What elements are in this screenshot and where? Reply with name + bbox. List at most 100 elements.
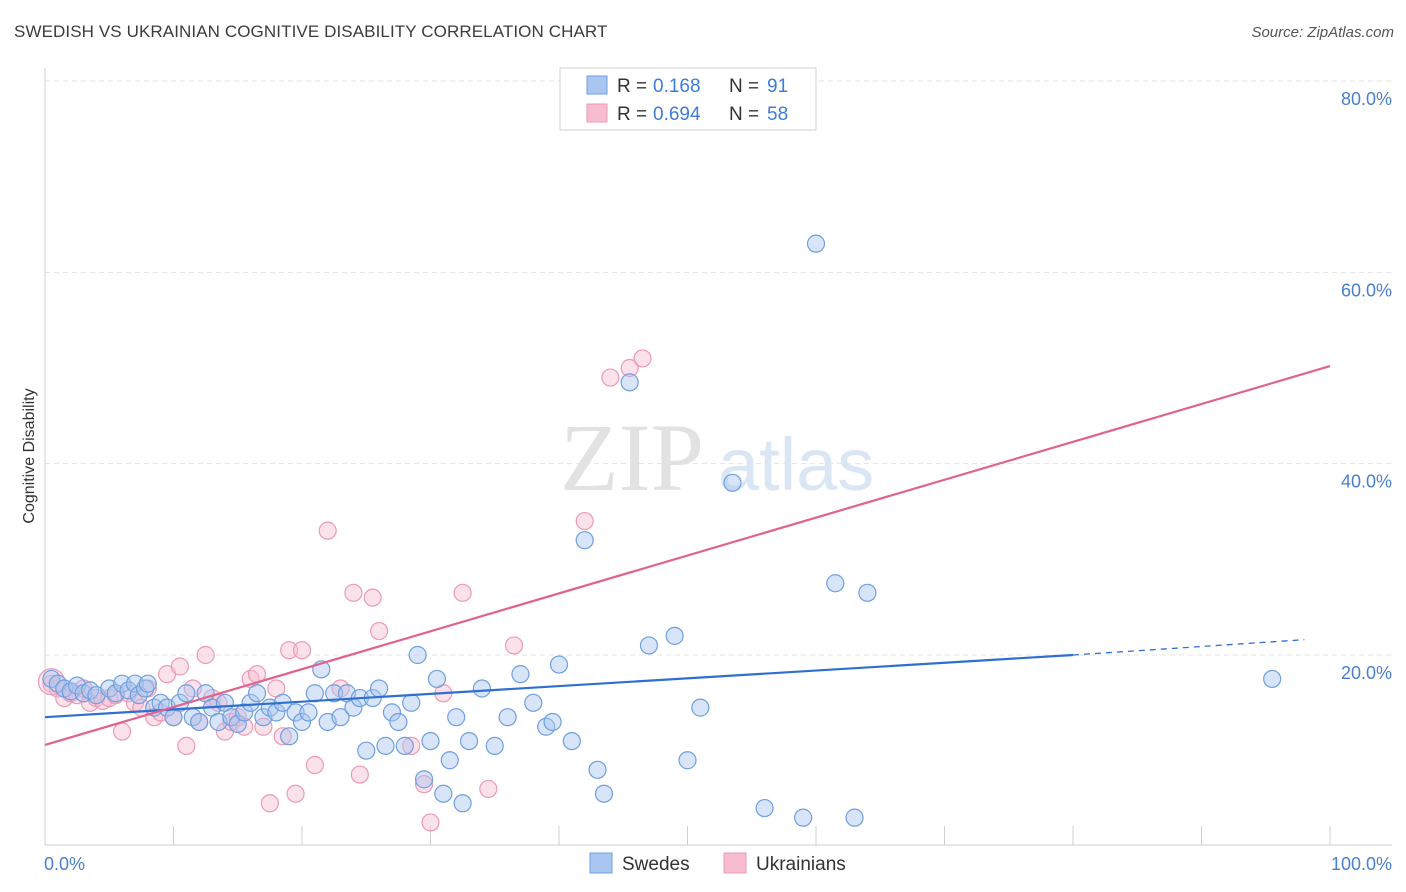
swedes-point (395, 736, 414, 755)
swedes-point (370, 679, 389, 698)
legend-swedes-r-value: 0.168 (653, 76, 701, 97)
bottom-legend-swedes-swatch (589, 852, 613, 874)
swedes-point (125, 674, 145, 693)
swedes-point (331, 708, 350, 727)
y-tick-label: 20.0% (1341, 663, 1392, 683)
ukrainians-point (273, 727, 292, 746)
swedes-point (427, 669, 447, 689)
swedes-point (1263, 669, 1282, 689)
swedes-point (543, 712, 562, 732)
y-tick-label: 80.0% (1341, 89, 1392, 109)
ukrainians-point (254, 717, 273, 736)
swedes-point (414, 770, 434, 789)
grid-lines (45, 80, 1392, 656)
ukrainians-trend-line (44, 365, 1331, 746)
ukrainians-point (196, 645, 215, 665)
swedes-point (639, 636, 659, 655)
ukrainians-point (575, 511, 594, 531)
swedes-point (408, 645, 427, 665)
swedes-point (112, 674, 132, 693)
swedes-point (472, 679, 491, 698)
y-tick-label: 40.0% (1341, 472, 1392, 492)
ukrainians-point (305, 755, 324, 775)
swedes-point (402, 693, 421, 712)
bottom-legend-ukrainians-swatch (723, 852, 747, 874)
ukrainians-point (280, 641, 299, 660)
swedes-point (247, 684, 267, 703)
swedes-point (280, 727, 299, 746)
ukrainians-point (402, 736, 421, 755)
swedes-point (376, 736, 395, 755)
legend-swedes-swatch (586, 75, 608, 95)
swedes-point (292, 712, 312, 732)
bottom-legend-swedes: Swedes (622, 854, 690, 875)
swedes-point (665, 626, 684, 645)
swedes-point (421, 731, 440, 751)
ukrainians-point (350, 765, 369, 784)
ukrainians-point (292, 641, 312, 660)
ukrainians-point (363, 588, 382, 607)
swedes-trend-line (44, 653, 1074, 719)
swedes-point (228, 714, 247, 733)
swedes-point (138, 674, 157, 693)
swedes-point (136, 679, 155, 698)
watermark-atlas: atlas (718, 423, 874, 506)
chart-source: Source: ZipAtlas.com (1251, 24, 1394, 41)
ukrainians-point (170, 657, 190, 676)
swedes-point (299, 703, 318, 722)
swedes-point (549, 655, 569, 674)
swedes-point (498, 708, 517, 727)
trend-lines (44, 365, 1331, 746)
watermark-zip: ZIP (560, 404, 704, 511)
ukrainians-point (286, 784, 305, 803)
x-tick-labels: 0.0% 100.0% (44, 854, 1392, 874)
axes (44, 68, 1392, 846)
legend-swedes-n-value: 91 (767, 76, 788, 97)
swedes-trend-extension (1072, 639, 1305, 656)
bottom-legend: Swedes Ukrainians (589, 852, 846, 875)
swedes-point (325, 684, 344, 703)
swedes-point (389, 712, 408, 732)
legend-ukrainians-n-value: 58 (767, 104, 788, 125)
swedes-point (524, 693, 543, 712)
watermark: ZIP atlas (560, 404, 874, 511)
swedes-point (305, 684, 324, 703)
x-tick-label-max: 100.0% (1331, 854, 1392, 874)
swedes-point (588, 760, 607, 779)
swedes-point (177, 684, 196, 703)
bottom-legend-ukrainians: Ukrainians (756, 854, 846, 875)
swedes-points (42, 234, 1282, 827)
swedes-point (794, 808, 813, 827)
swedes-point (858, 583, 877, 602)
legend-swedes-r-label: R = (617, 76, 647, 97)
ukrainians-point (633, 349, 652, 368)
swedes-point (453, 794, 472, 813)
ukrainians-point (479, 779, 498, 799)
ukrainians-point (414, 775, 434, 794)
y-axis-label: Cognitive Disability (21, 388, 38, 523)
legend-ukrainians-r-value: 0.694 (653, 104, 701, 125)
ukrainians-point (620, 358, 639, 378)
y-tick-labels: 20.0% 40.0% 60.0% 80.0% (1341, 89, 1392, 683)
swedes-point (691, 698, 710, 717)
swedes-point (286, 703, 305, 722)
swedes-point (723, 473, 742, 492)
swedes-point (755, 798, 774, 818)
ukrainians-point (453, 583, 472, 602)
ukrainians-point (601, 368, 620, 387)
swedes-point (485, 736, 504, 755)
swedes-point (241, 693, 260, 712)
swedes-point (678, 751, 697, 770)
legend-swedes-n-label: N = (729, 76, 759, 97)
y-tick-label: 60.0% (1341, 280, 1392, 300)
swedes-point (575, 531, 594, 550)
legend: R = 0.168 N = 91 R = 0.694 N = 58 (559, 67, 817, 131)
swedes-point (434, 784, 453, 803)
swedes-point (459, 731, 479, 751)
x-tick-label-min: 0.0% (44, 854, 85, 874)
legend-ukrainians-r-label: R = (617, 104, 647, 125)
swedes-point (440, 751, 459, 770)
swedes-point (806, 234, 826, 253)
swedes-point (594, 784, 614, 803)
